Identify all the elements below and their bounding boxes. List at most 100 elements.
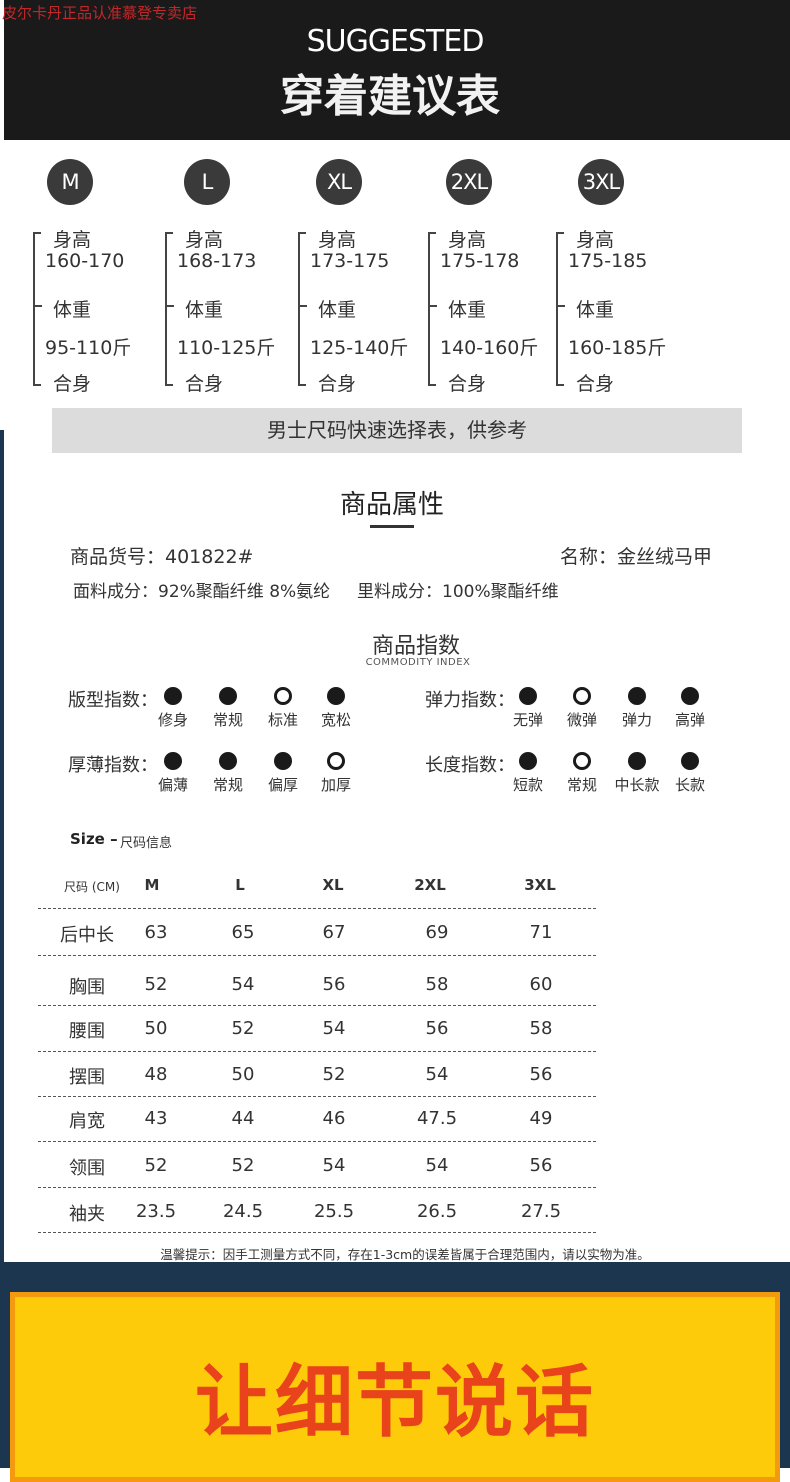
index-option: 高弹	[674, 711, 706, 729]
row-label: 袖夹	[69, 1204, 105, 1225]
table-cell: 56	[529, 1064, 553, 1085]
detail-banner-text: 让细节说话	[194, 1358, 595, 1448]
table-cell: 71	[529, 922, 553, 943]
table-cell: 48	[144, 1064, 168, 1085]
table-cell: 50	[231, 1064, 255, 1085]
table-cell: 58	[529, 1018, 553, 1039]
table-cell: 54	[231, 974, 255, 995]
weight-label: 体重	[53, 299, 92, 321]
column-header: L	[235, 876, 245, 894]
weight-range: 110-125斤	[177, 337, 276, 359]
weight-range: 95-110斤	[45, 337, 132, 359]
selected-ring-icon	[573, 687, 591, 705]
header-banner	[4, 0, 790, 140]
table-cell: 43	[144, 1108, 168, 1129]
row-divider	[38, 1187, 596, 1188]
row-divider	[38, 1005, 596, 1006]
weight-label: 体重	[185, 299, 224, 321]
table-cell: 54	[322, 1018, 346, 1039]
title-en: SUGGESTED	[306, 24, 485, 59]
dot-icon	[628, 752, 646, 770]
table-cell: 26.5	[416, 1201, 458, 1222]
table-cell: 56	[425, 1018, 449, 1039]
table-cell: 56	[322, 974, 346, 995]
index-option: 长款	[674, 776, 706, 794]
index-option: 弹力	[621, 711, 653, 729]
row-label: 摆围	[69, 1067, 105, 1088]
index-subtitle: COMMODITY INDEX	[365, 657, 471, 668]
table-cell: 47.5	[416, 1108, 458, 1129]
index-option: 常规	[212, 776, 244, 794]
column-header: 2XL	[414, 876, 446, 894]
table-cell: 44	[231, 1108, 255, 1129]
weight-range: 125-140斤	[310, 337, 409, 359]
index-option: 修身	[157, 711, 189, 729]
row-label: 领围	[69, 1158, 105, 1179]
index-option: 偏薄	[157, 776, 189, 794]
table-cell: 49	[529, 1108, 553, 1129]
weight-range: 140-160斤	[440, 337, 539, 359]
size-title-bold: Size –	[70, 830, 118, 848]
column-header: XL	[322, 876, 344, 894]
height-label: 身高	[448, 229, 487, 251]
height-range: 173-175	[310, 250, 390, 272]
size-guide-column: 身高 175-185 体重 160-185斤 合身	[556, 228, 676, 395]
index-option: 常规	[566, 776, 598, 794]
row-divider	[38, 908, 596, 909]
table-cell: 54	[425, 1155, 449, 1176]
table-cell: 56	[529, 1155, 553, 1176]
size-badge-2XL: 2XL	[446, 159, 492, 205]
height-label: 身高	[576, 229, 615, 251]
dot-icon	[164, 752, 182, 770]
table-cell: 52	[144, 1155, 168, 1176]
table-cell: 54	[425, 1064, 449, 1085]
weight-range: 160-185斤	[568, 337, 667, 359]
fabric: 面料成分：92%聚酯纤维 8%氨纶	[73, 582, 331, 602]
bracket	[33, 232, 41, 386]
dot-icon	[274, 752, 292, 770]
row-divider	[38, 1141, 596, 1142]
dot-icon	[681, 687, 699, 705]
dot-icon	[327, 687, 345, 705]
measurement-note: 温馨提示：因手工测量方式不同，存在1-3cm的误差皆属于合理范围内，请以实物为准…	[160, 1247, 650, 1262]
dot-icon	[681, 752, 699, 770]
row-label: 腰围	[69, 1021, 105, 1042]
title-cn: 穿着建议表	[280, 71, 500, 122]
size-guide-column: 身高 173-175 体重 125-140斤 合身	[298, 228, 418, 395]
quick-select-note: 男士尺码快速选择表，供参考	[52, 408, 742, 453]
bracket-tick	[165, 305, 174, 307]
attributes-title: 商品属性	[339, 490, 444, 520]
size-guide-column: 身高 160-170 体重 95-110斤 合身	[33, 228, 153, 395]
bracket	[428, 232, 436, 386]
index-option: 常规	[212, 711, 244, 729]
column-header: M	[144, 876, 160, 894]
table-cell: 54	[322, 1155, 346, 1176]
dot-icon	[219, 687, 237, 705]
height-range: 168-173	[177, 250, 257, 272]
side-stripe	[0, 430, 4, 1270]
index-option: 中长款	[614, 776, 660, 794]
fit-label: 合身	[53, 373, 92, 395]
table-cell: 52	[322, 1064, 346, 1085]
dot-icon	[519, 752, 537, 770]
row-divider	[38, 1096, 596, 1097]
index-option: 无弹	[512, 711, 544, 729]
size-title: 尺码信息	[120, 836, 173, 851]
table-cell: 63	[144, 922, 168, 943]
index-label: 版型指数：	[68, 690, 158, 711]
index-option: 偏厚	[267, 776, 299, 794]
fit-label: 合身	[576, 373, 615, 395]
table-cell: 25.5	[313, 1201, 355, 1222]
unit-label: 尺码 (CM)	[64, 880, 120, 894]
index-title: 商品指数	[371, 634, 460, 659]
size-badge-XL: XL	[316, 159, 362, 205]
table-cell: 52	[231, 1155, 255, 1176]
bracket-tick	[298, 305, 307, 307]
table-cell: 67	[322, 922, 346, 943]
table-cell: 69	[425, 922, 449, 943]
row-label: 后中长	[60, 925, 114, 946]
bracket	[556, 232, 564, 386]
index-label: 厚薄指数：	[68, 755, 158, 776]
bracket	[165, 232, 173, 386]
table-cell: 27.5	[520, 1201, 562, 1222]
